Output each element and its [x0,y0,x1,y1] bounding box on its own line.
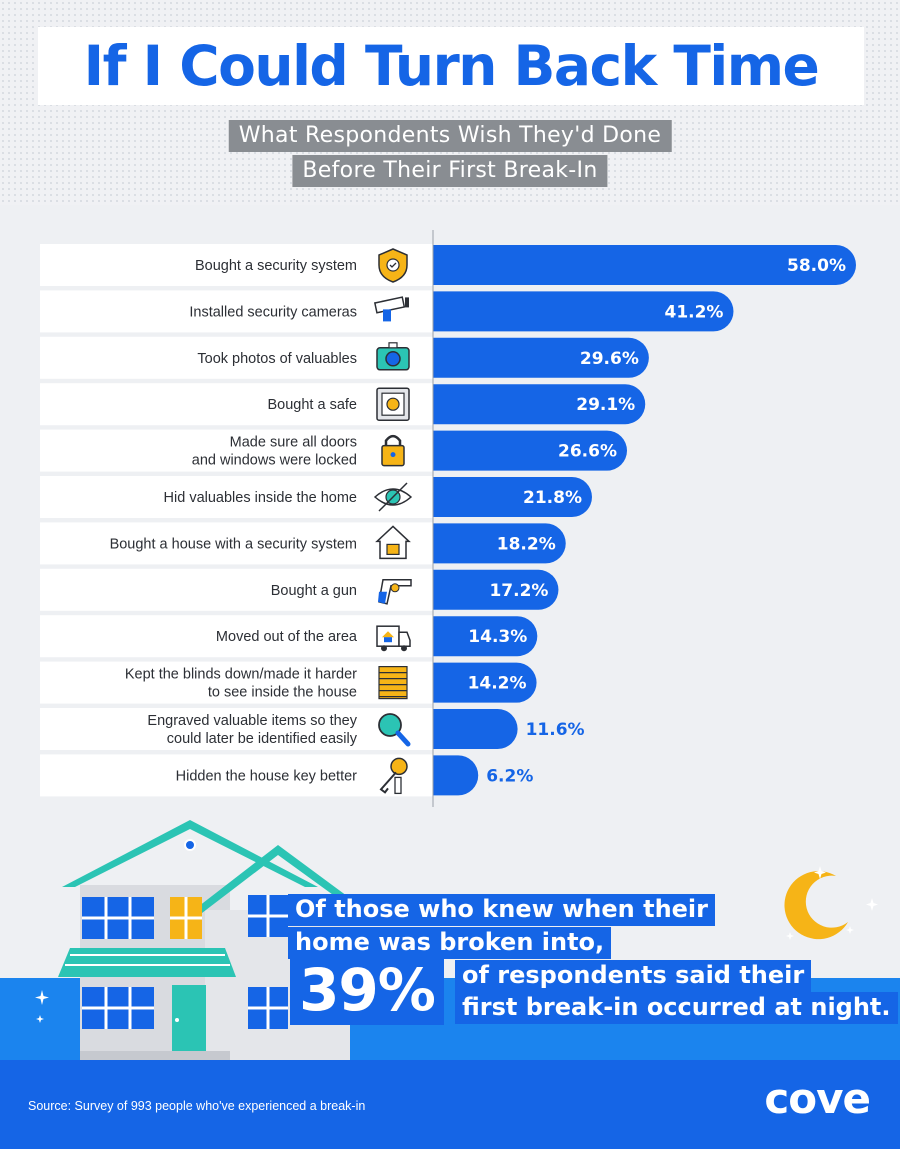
chart-row: Made sure all doors and windows were lock… [40,429,627,472]
category-label: Installed security cameras [189,304,357,320]
subtitle-line-1: What Respondents Wish They'd Done [228,120,672,152]
category-label: Hid valuables inside the home [164,490,357,506]
category-label: Bought a gun [271,583,357,599]
row-label-panel [40,661,433,704]
row-label-panel [40,244,433,286]
data-label: 18.2% [497,534,556,554]
callout-line-3: of respondents said their [455,960,812,992]
data-label: 17.2% [489,581,548,601]
row-label-panel [40,476,433,518]
chart-row: Bought a gun 17.2% [40,568,559,611]
chart-row: Took photos of valuables 29.6% [40,336,649,379]
data-label: 29.1% [576,395,635,415]
category-label: Hidden the house key better [176,768,358,784]
chart-row: Installed security cameras 41.2% [40,290,734,333]
safe-icon [376,387,410,421]
chart-row: Bought a safe 29.1% [40,383,646,426]
security-camera-icon [373,296,409,322]
category-label: Bought a house with a security system [110,536,357,552]
data-label: 21.8% [523,488,582,508]
sparkle-icon [35,990,49,1023]
category-label: Moved out of the area [216,629,358,645]
row-label-panel [40,290,433,333]
footer [0,1060,900,1149]
source-note: Source: Survey of 993 people who've expe… [28,1099,366,1113]
title-box: If I Could Turn Back Time [38,27,864,105]
page-title: If I Could Turn Back Time [83,34,820,98]
shield-icon [378,248,408,283]
camera-icon [376,342,410,371]
bar [433,755,479,796]
bar [433,616,538,657]
subtitle-line-2: Before Their First Break-In [292,155,608,187]
bar [433,337,649,378]
callout-big-value: 39% [290,955,444,1025]
bar [433,291,734,332]
house-lock-icon [375,525,411,560]
bar [433,477,592,517]
chart-row: Kept the blinds down/made it harder to se… [40,661,537,704]
bar [433,662,537,703]
data-label: 58.0% [787,256,846,276]
bar [433,384,646,425]
row-label-panel [40,754,433,797]
chart-row: Bought a security system 58.0% [40,244,856,286]
data-label: 14.3% [468,627,527,647]
chart-row: Engraved valuable items so they could lat… [40,708,585,750]
callout-line-4: first break-in occurred at night. [455,992,898,1024]
category-label: Bought a safe [268,397,358,413]
crossed-eye-icon [373,482,413,512]
moving-truck-icon [376,625,411,652]
category-label: Engraved valuable items so they could lat… [147,713,357,747]
category-label: Bought a security system [195,258,357,274]
keys-icon [379,757,408,795]
row-label-panel [40,615,433,658]
chart-row: Hidden the house key better 6.2% [40,754,533,797]
data-label: 14.2% [468,674,527,694]
data-label: 29.6% [580,349,639,369]
data-label: 6.2% [486,766,533,786]
chart-row: Moved out of the area 14.3% [40,615,538,658]
data-label: 11.6% [526,720,585,740]
bar-chart: Bought a security system 58.0% Installed s… [40,230,856,807]
callout-line-2: home was broken into, [288,927,612,959]
row-label-panel [40,708,433,750]
category-label: Took photos of valuables [197,351,357,367]
row-label-panel [40,383,433,426]
callout-line-1: Of those who knew when their [288,894,715,926]
bar [433,245,856,285]
bar [433,569,559,610]
padlock-icon [381,434,405,467]
data-label: 26.6% [558,442,617,462]
category-label: Kept the blinds down/made it harder to se… [125,667,357,701]
row-label-panel [40,568,433,611]
bar [433,709,518,749]
blinds-icon [378,666,408,700]
cove-logo: cove [764,1074,871,1123]
gun-icon [378,579,412,605]
moon-icon [784,866,878,940]
data-label: 41.2% [664,302,723,322]
category-label: Made sure all doors and windows were lock… [192,435,357,469]
bar [433,430,627,471]
chart-row: Hid valuables inside the home 21.8% [40,476,592,518]
chart-row: Bought a house with a security system 18.… [40,522,566,565]
chart-rows: Bought a security system 58.0% Installed s… [40,244,856,797]
row-label-panel [40,429,433,472]
row-label-panel [40,522,433,565]
magnifier-icon [378,713,411,747]
bar [433,523,566,564]
row-label-panel [40,336,433,379]
